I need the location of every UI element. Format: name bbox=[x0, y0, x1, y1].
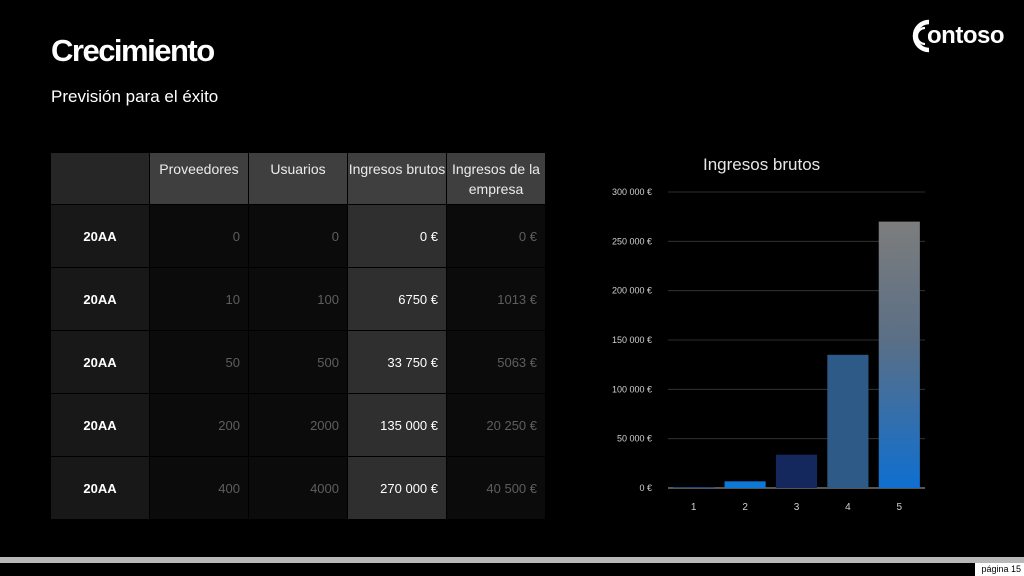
x-tick-label: 5 bbox=[897, 502, 903, 513]
table-header-row: Proveedores Usuarios Ingresos brutos Ing… bbox=[50, 152, 546, 205]
table-row: 20AA 200 2000 135 000 € 20 250 € bbox=[50, 393, 546, 457]
ingresos-brutos-cell: 6750 € bbox=[347, 267, 447, 331]
ingresos-empresa-cell: 0 € bbox=[446, 204, 546, 268]
ingresos-empresa-cell: 40 500 € bbox=[446, 456, 546, 520]
bar-5 bbox=[878, 221, 920, 488]
y-tick-label: 150 000 € bbox=[612, 335, 652, 345]
proveedores-cell: 0 bbox=[149, 204, 249, 268]
page-number-box: página 15 bbox=[975, 563, 1024, 576]
proveedores-cell: 400 bbox=[149, 456, 249, 520]
usuarios-cell: 4000 bbox=[248, 456, 348, 520]
x-tick-label: 1 bbox=[691, 502, 697, 513]
proveedores-cell: 200 bbox=[149, 393, 249, 457]
logo-text: ontoso bbox=[927, 22, 1004, 49]
y-tick-label: 250 000 € bbox=[612, 236, 652, 246]
ingresos-empresa-cell: 20 250 € bbox=[446, 393, 546, 457]
ingresos-empresa-cell: 5063 € bbox=[446, 330, 546, 394]
ingresos-empresa-cell: 1013 € bbox=[446, 267, 546, 331]
header-ingresos-empresa: Ingresos de la empresa bbox=[446, 152, 546, 205]
ingresos-brutos-cell: 270 000 € bbox=[347, 456, 447, 520]
footer-bar bbox=[0, 557, 1024, 563]
table-row: 20AA 50 500 33 750 € 5063 € bbox=[50, 330, 546, 394]
ingresos-brutos-cell: 33 750 € bbox=[347, 330, 447, 394]
year-cell: 20AA bbox=[50, 267, 150, 331]
chart-title: Ingresos brutos bbox=[703, 155, 821, 174]
x-tick-label: 4 bbox=[845, 502, 851, 513]
year-cell: 20AA bbox=[50, 330, 150, 394]
table-corner-cell bbox=[50, 152, 150, 205]
contoso-logo: ontoso bbox=[903, 15, 1009, 57]
revenue-bar-chart: 0 €50 000 €100 000 €150 000 €200 000 €25… bbox=[612, 187, 925, 513]
x-tick-label: 3 bbox=[794, 502, 800, 513]
bar-1 bbox=[673, 487, 715, 488]
x-tick-label: 2 bbox=[742, 502, 748, 513]
header-ingresos-brutos: Ingresos brutos bbox=[347, 152, 447, 205]
footer-strip bbox=[0, 563, 1024, 576]
y-tick-label: 0 € bbox=[639, 483, 652, 493]
y-tick-label: 300 000 € bbox=[612, 187, 652, 197]
growth-table: Proveedores Usuarios Ingresos brutos Ing… bbox=[50, 152, 546, 520]
ingresos-brutos-cell: 135 000 € bbox=[347, 393, 447, 457]
usuarios-cell: 100 bbox=[248, 267, 348, 331]
ingresos-brutos-cell: 0 € bbox=[347, 204, 447, 268]
usuarios-cell: 500 bbox=[248, 330, 348, 394]
year-cell: 20AA bbox=[50, 204, 150, 268]
slide-title: Crecimiento bbox=[51, 33, 215, 68]
logo-mark-icon bbox=[912, 19, 930, 53]
usuarios-cell: 0 bbox=[248, 204, 348, 268]
y-tick-label: 100 000 € bbox=[612, 384, 652, 394]
proveedores-cell: 10 bbox=[149, 267, 249, 331]
proveedores-cell: 50 bbox=[149, 330, 249, 394]
y-tick-label: 50 000 € bbox=[617, 434, 652, 444]
table-row: 20AA 400 4000 270 000 € 40 500 € bbox=[50, 456, 546, 520]
header-proveedores: Proveedores bbox=[149, 152, 249, 205]
table-row: 20AA 10 100 6750 € 1013 € bbox=[50, 267, 546, 331]
page-number: página 15 bbox=[981, 564, 1021, 574]
bar-2 bbox=[724, 481, 766, 488]
table-row: 20AA 0 0 0 € 0 € bbox=[50, 204, 546, 268]
year-cell: 20AA bbox=[50, 393, 150, 457]
header-usuarios: Usuarios bbox=[248, 152, 348, 205]
bar-4 bbox=[827, 354, 869, 488]
year-cell: 20AA bbox=[50, 456, 150, 520]
usuarios-cell: 2000 bbox=[248, 393, 348, 457]
bar-3 bbox=[775, 454, 818, 488]
y-tick-label: 200 000 € bbox=[612, 286, 652, 296]
slide-subtitle: Previsión para el éxito bbox=[51, 87, 219, 106]
